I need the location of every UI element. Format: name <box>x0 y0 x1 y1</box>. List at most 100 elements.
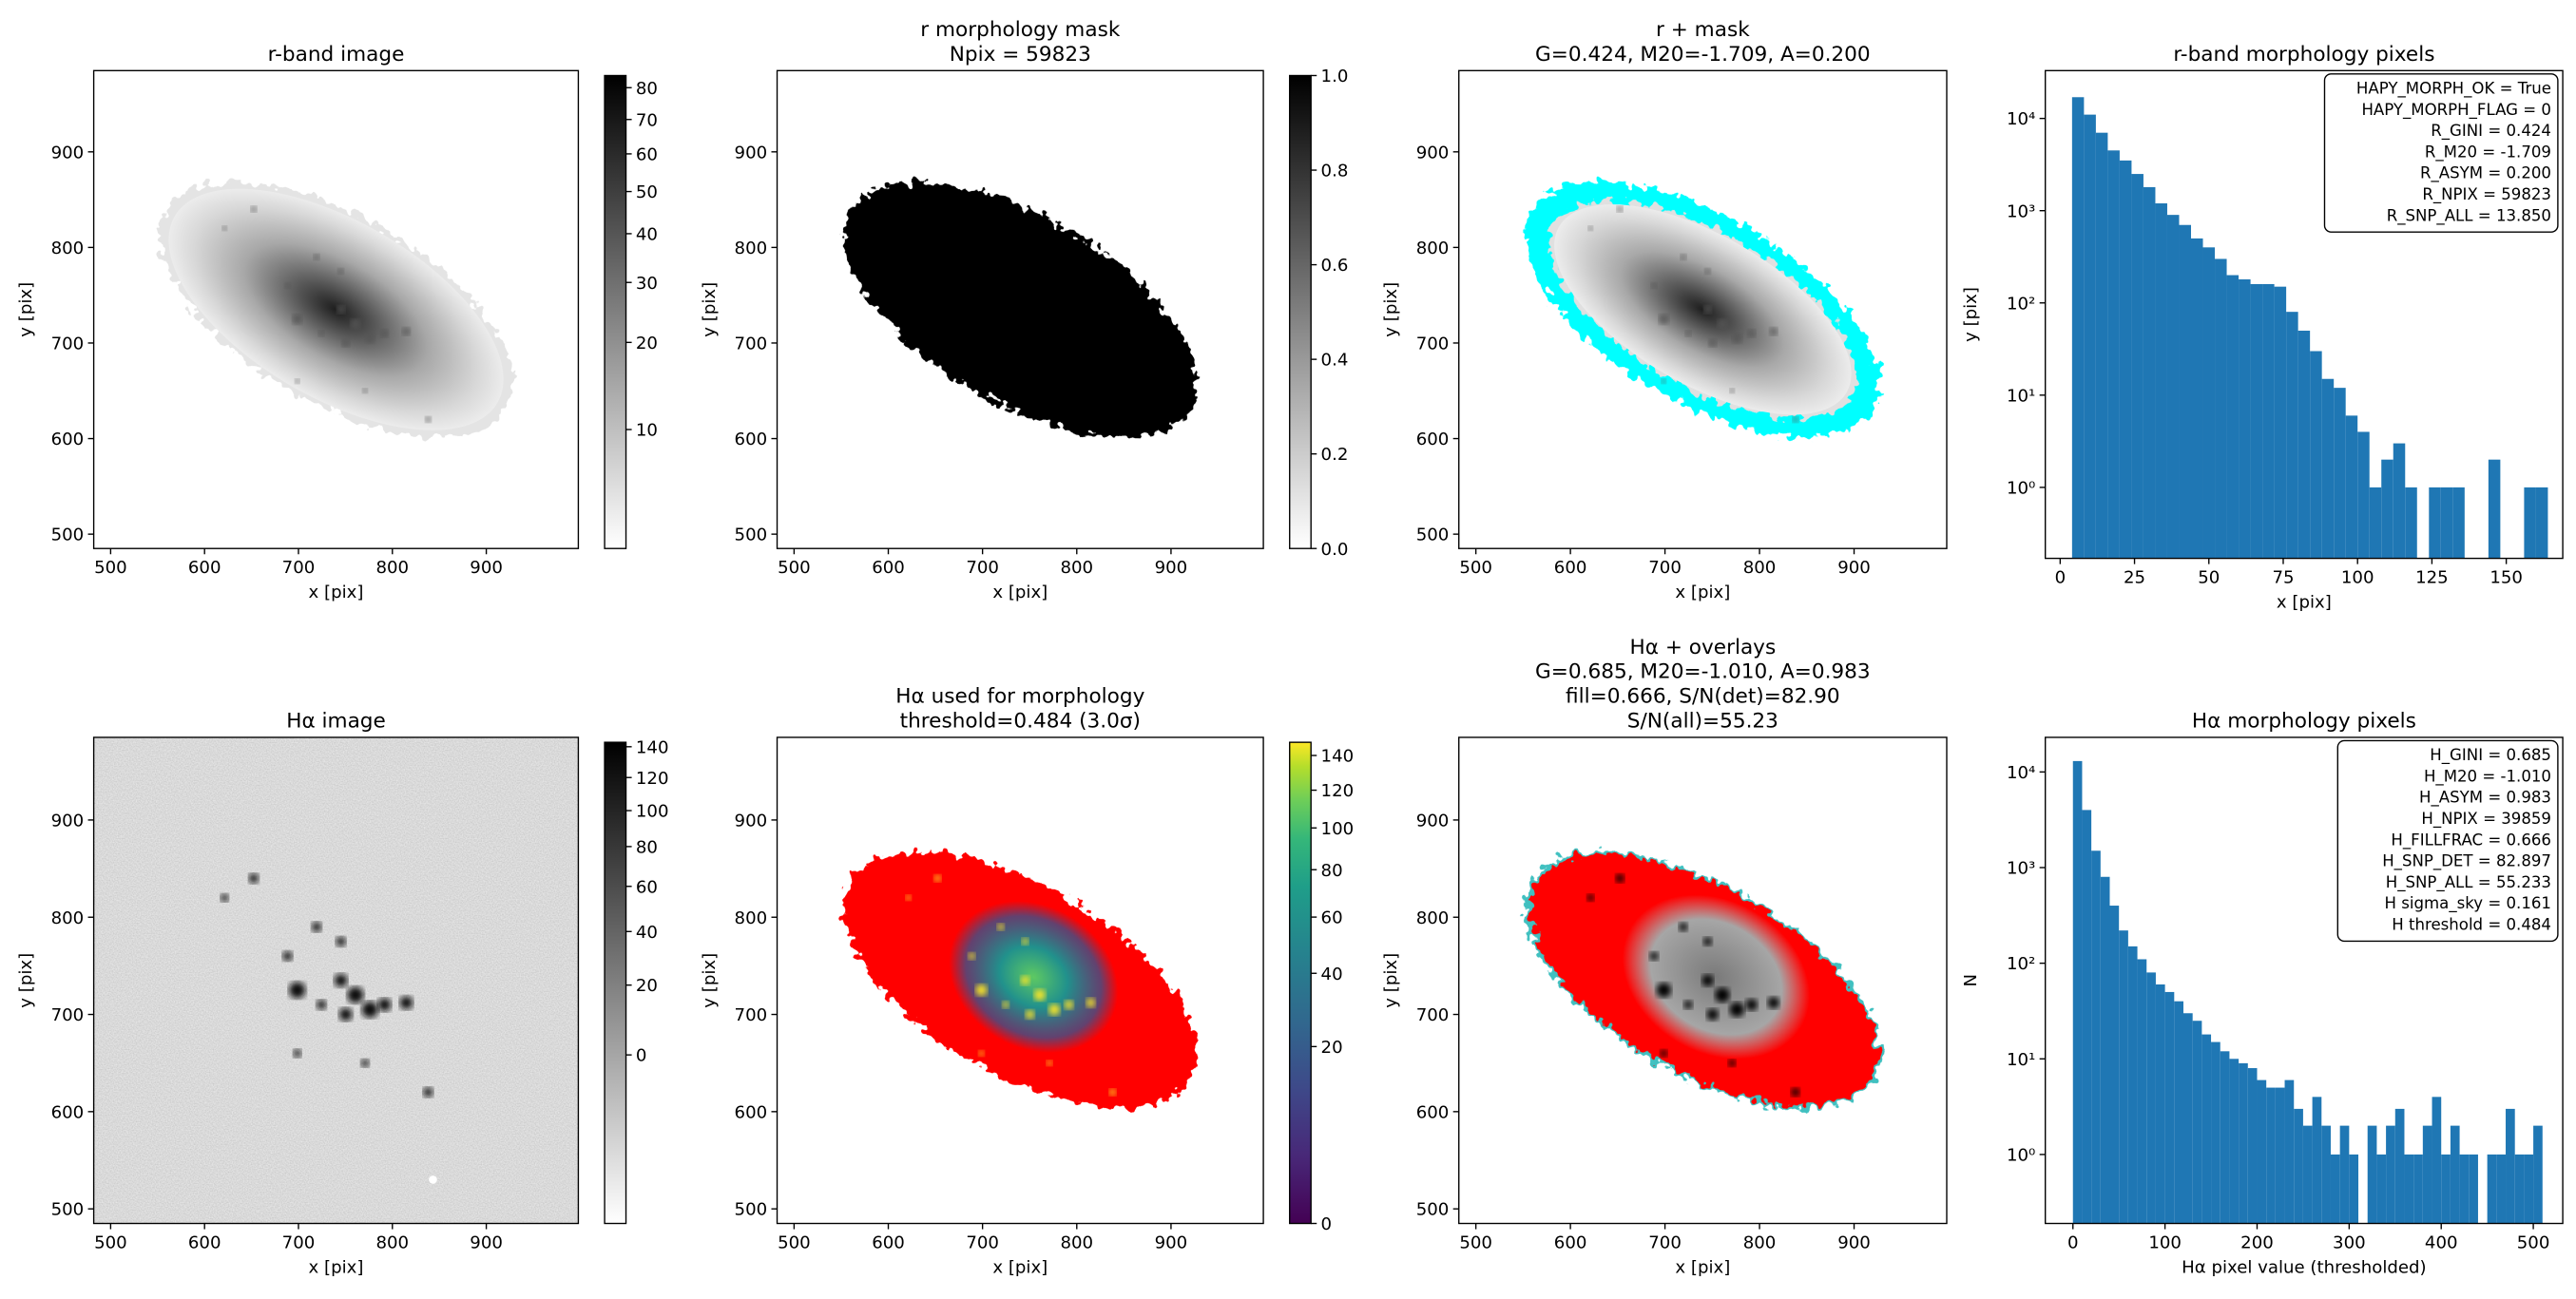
knot <box>221 225 227 231</box>
bar <box>2393 443 2406 559</box>
colorbar-tick-label: 80 <box>636 837 658 857</box>
knot <box>1684 330 1692 337</box>
bar <box>2330 1154 2340 1224</box>
y-tick-label: 10⁴ <box>2007 763 2035 783</box>
knot <box>341 338 350 348</box>
bar <box>2339 1125 2350 1224</box>
knot <box>1745 999 1758 1011</box>
x-tick-label: 25 <box>2124 568 2145 588</box>
bar <box>2127 946 2138 1224</box>
chart-title: r-band morphology pixels <box>2173 43 2434 67</box>
bar <box>2310 351 2322 559</box>
y-tick-label: 700 <box>1416 334 1450 354</box>
y-tick-label: 800 <box>735 239 768 258</box>
bar <box>2239 278 2251 559</box>
plot-area <box>93 70 579 549</box>
plot-area <box>2045 70 2564 559</box>
knot <box>311 922 322 932</box>
knot <box>968 952 975 960</box>
x-tick-label: 900 <box>1155 558 1188 578</box>
bar <box>2297 330 2311 559</box>
bar <box>2146 972 2156 1224</box>
y-axis-label: y [pix] <box>16 282 36 337</box>
colorbar-tick-label: 0.4 <box>1321 351 1349 371</box>
plot-area <box>777 736 1264 1224</box>
bar <box>2119 160 2132 559</box>
chart-title: G=0.685, M20=-1.010, A=0.983 <box>1535 660 1871 684</box>
knot <box>978 1050 985 1057</box>
x-tick-label: 600 <box>1554 1232 1587 1252</box>
colorbar-tick-label: 60 <box>1321 908 1343 928</box>
y-axis-label: y [pix] <box>1381 282 1401 337</box>
colorbar-tick-label: 100 <box>1321 819 1355 839</box>
bar <box>2192 1021 2202 1224</box>
bar <box>2367 1125 2377 1224</box>
y-tick-label: 10⁰ <box>2007 1145 2035 1165</box>
plot-area <box>1458 736 1948 1224</box>
axes-frame <box>1458 69 1948 549</box>
bar <box>2239 1062 2248 1224</box>
x-tick-label: 800 <box>375 558 409 578</box>
annotation-line: HAPY_MORPH_FLAG = 0 <box>2361 101 2551 120</box>
y-tick-label: 700 <box>735 334 768 354</box>
bar <box>2422 1125 2432 1224</box>
colorbar <box>1289 74 1312 549</box>
y-axis-label: N <box>1961 974 1981 987</box>
x-tick-label: 800 <box>1060 558 1093 578</box>
plot-area <box>93 736 579 1224</box>
colorbar-tick-label: 120 <box>636 769 669 789</box>
bar <box>2100 876 2110 1224</box>
knot <box>1708 338 1717 348</box>
bar <box>2345 415 2358 559</box>
x-tick-label: 500 <box>778 558 811 578</box>
x-tick-label: 900 <box>470 558 503 578</box>
colorbar-tick-label: 1.0 <box>1321 67 1349 86</box>
x-tick-label: 900 <box>1837 1232 1871 1252</box>
y-tick-label: 700 <box>1416 1005 1450 1025</box>
knot <box>337 268 344 275</box>
colorbar-tick-label: 40 <box>636 923 658 943</box>
knot <box>1002 1001 1009 1008</box>
knot <box>380 329 389 338</box>
x-tick-label: 100 <box>2341 568 2374 588</box>
bar <box>2357 431 2370 559</box>
bar <box>2286 312 2298 559</box>
annotation-line: H_SNP_DET = 82.897 <box>2382 852 2551 871</box>
annotation-line: H threshold = 0.484 <box>2392 916 2551 934</box>
x-tick-label: 500 <box>1459 1232 1492 1252</box>
bar <box>2215 258 2227 559</box>
y-tick-label: 500 <box>1416 1200 1450 1220</box>
x-tick-label: 800 <box>1743 1232 1777 1252</box>
knot <box>1792 416 1799 423</box>
knot <box>336 305 345 314</box>
knot <box>282 950 293 962</box>
colorbar <box>604 741 627 1225</box>
chart-title: fill=0.666, S/N(det)=82.90 <box>1566 685 1840 709</box>
bar <box>2386 1125 2395 1224</box>
knot <box>1617 206 1624 213</box>
bar <box>2095 132 2108 559</box>
annotation-line: HAPY_MORPH_OK = True <box>2356 80 2551 99</box>
knot <box>317 1000 327 1010</box>
emission <box>1622 894 1810 1060</box>
y-tick-label: 900 <box>1416 811 1450 831</box>
colorbar-tick-label: 50 <box>636 182 658 202</box>
annotation-line: R_M20 = -1.709 <box>2425 143 2551 162</box>
knot <box>1108 1088 1117 1097</box>
knot <box>334 973 348 987</box>
bar <box>2312 1097 2322 1224</box>
x-tick-label: 150 <box>2489 568 2523 588</box>
y-tick-label: 900 <box>1416 143 1450 162</box>
bar <box>2432 1097 2442 1224</box>
knot <box>1025 1009 1035 1020</box>
x-tick-label: 100 <box>2148 1232 2182 1252</box>
colorbar-tick-label: 40 <box>636 224 658 244</box>
x-tick-label: 600 <box>188 558 221 578</box>
bar <box>2321 1125 2331 1224</box>
x-axis-label: Hα pixel value (thresholded) <box>2182 1257 2426 1277</box>
chart-title: Npix = 59823 <box>950 43 1091 67</box>
bar <box>2155 984 2165 1224</box>
knot <box>1679 922 1688 932</box>
